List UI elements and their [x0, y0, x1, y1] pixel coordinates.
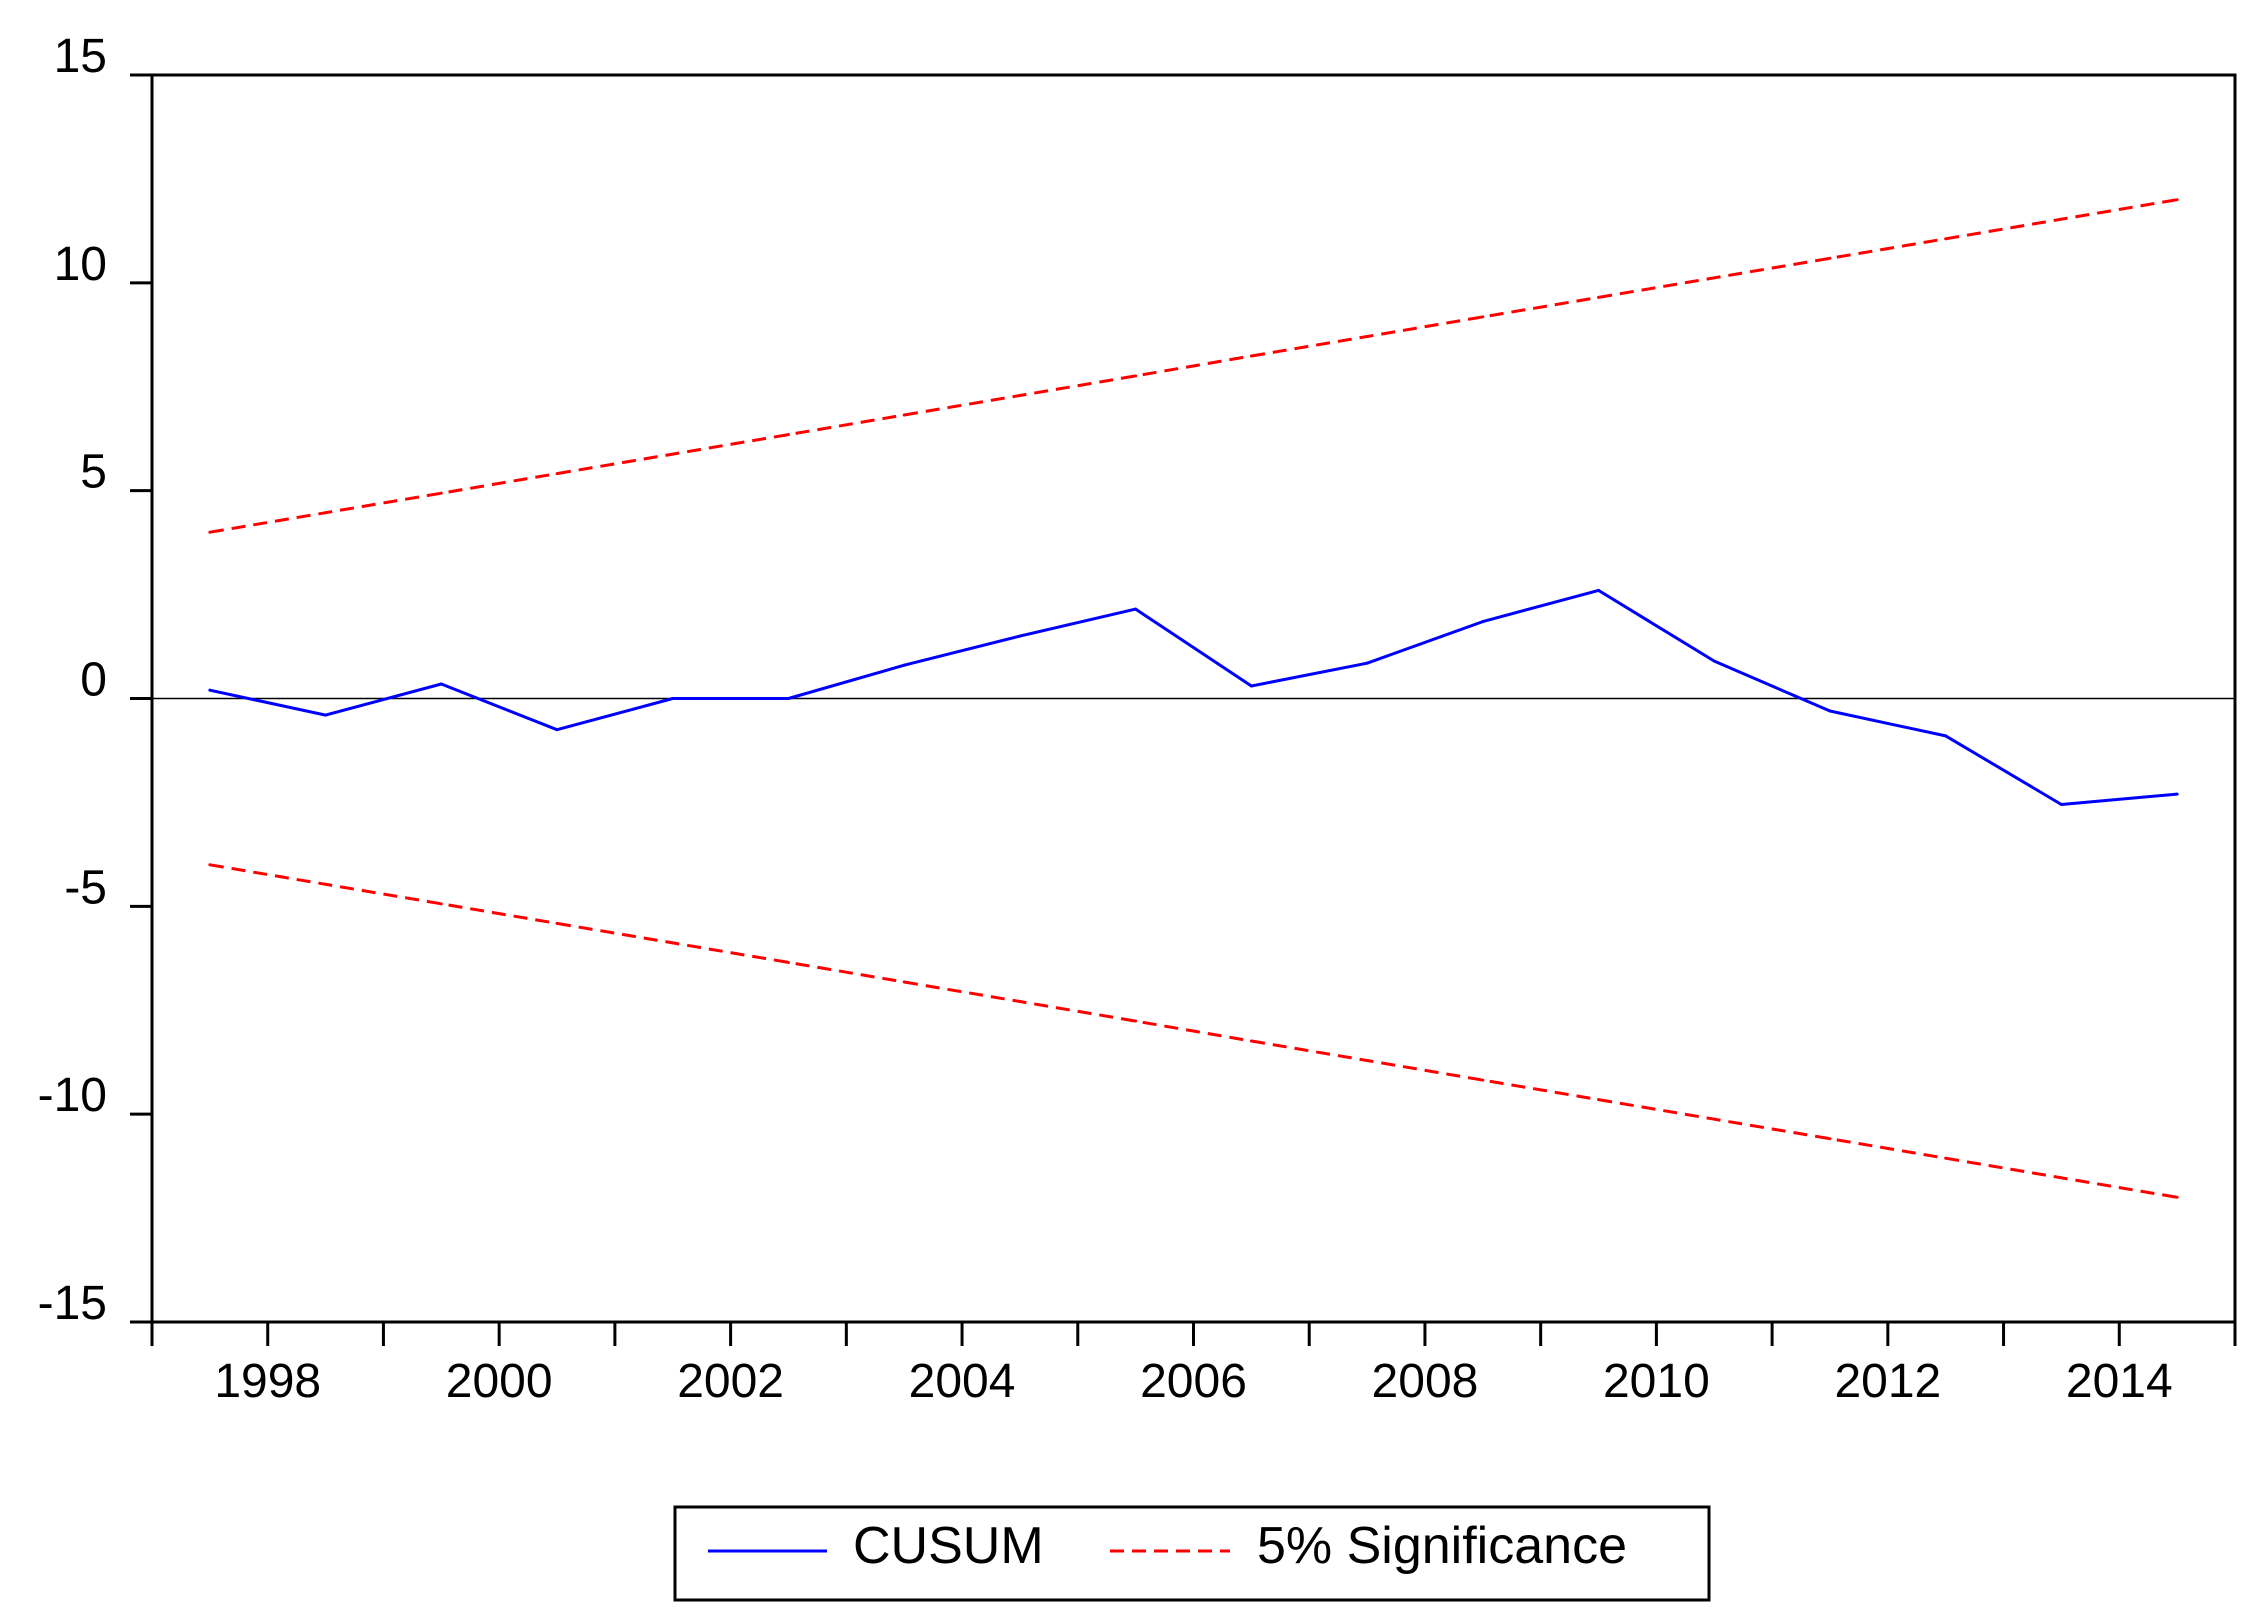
data-point: [1018, 393, 1022, 397]
data-point: [2175, 792, 2179, 796]
data-point: [1597, 1098, 1601, 1102]
data-point: [1249, 354, 1253, 358]
data-point: [1249, 1039, 1253, 1043]
data-point: [1712, 276, 1716, 280]
legend: CUSUM 5% Significance: [673, 1505, 1711, 1602]
data-point: [324, 713, 328, 717]
series-line-5-significance: [209, 198, 2178, 534]
data-point: [439, 682, 443, 686]
data-point: [1134, 1019, 1138, 1023]
data-point: [1365, 1059, 1369, 1063]
y-axis: 15 10 5 0 -5 -10 -15: [38, 30, 152, 1330]
x-axis: 1998 2000 2002 2004 2006 2008 2010 2012 2014: [150, 1322, 2237, 1408]
data-point: [439, 491, 443, 495]
x-tick-label: 2012: [1834, 1355, 1941, 1408]
data-point: [2175, 1195, 2179, 1199]
data-point: [324, 882, 328, 886]
data-point: [1481, 315, 1485, 319]
x-tick-label: 2004: [909, 1355, 1016, 1408]
data-point: [2059, 1176, 2063, 1180]
legend-label-cusum: CUSUM: [853, 1517, 1044, 1575]
data-point: [671, 697, 675, 700]
data-point: [1365, 661, 1369, 665]
legend-label-significance: 5% Significance: [1257, 1517, 1627, 1575]
data-point: [786, 697, 790, 700]
data-point: [208, 688, 212, 692]
legend-box: [673, 1505, 1711, 1602]
data-point: [324, 511, 328, 515]
data-point: [1597, 295, 1601, 299]
y-tick-label: 15: [54, 30, 107, 83]
data-point: [1365, 334, 1369, 338]
data-point: [1481, 620, 1485, 624]
y-tick-label: 0: [80, 654, 107, 707]
data-point: [902, 980, 906, 984]
x-tick-label: 2008: [1372, 1355, 1479, 1408]
data-point: [1828, 256, 1832, 260]
x-tick-label: 1998: [214, 1355, 321, 1408]
x-tick-label: 2014: [2066, 1355, 2173, 1408]
series-line-cusum: [209, 588, 2178, 806]
data-point: [902, 663, 906, 667]
x-tick-label: 2000: [446, 1355, 553, 1408]
data-point: [1944, 734, 1948, 738]
data-point: [1018, 1000, 1022, 1004]
data-point: [1944, 1156, 1948, 1160]
data-point: [1828, 709, 1832, 713]
data-point: [1134, 607, 1138, 611]
data-point: [786, 433, 790, 437]
data-point: [671, 941, 675, 945]
data-point: [2059, 217, 2063, 221]
data-point: [555, 472, 559, 476]
data-point: [671, 452, 675, 456]
data-point: [902, 413, 906, 417]
data-point: [1712, 1117, 1716, 1121]
data-point: [208, 863, 212, 867]
y-tick-label: -15: [38, 1277, 107, 1330]
y-tick-label: 5: [80, 446, 107, 499]
y-tick-label: -5: [64, 861, 107, 914]
x-tick-label: 2010: [1603, 1355, 1710, 1408]
data-point: [2175, 198, 2179, 202]
data-point: [2059, 802, 2063, 806]
data-point: [555, 728, 559, 732]
data-point: [1712, 659, 1716, 663]
series-layer: [208, 198, 2179, 1199]
data-point: [208, 530, 212, 534]
data-point: [439, 902, 443, 906]
data-point: [786, 960, 790, 964]
data-point: [1249, 684, 1253, 688]
data-point: [1481, 1078, 1485, 1082]
data-point: [1828, 1137, 1832, 1141]
data-point: [1134, 374, 1138, 378]
data-point: [1597, 588, 1601, 592]
y-tick-label: -10: [38, 1069, 107, 1122]
data-point: [1018, 634, 1022, 638]
data-point: [1944, 237, 1948, 241]
data-point: [555, 921, 559, 925]
series-line-lower-bound: [209, 863, 2178, 1199]
x-tick-label: 2006: [1140, 1355, 1247, 1408]
y-tick-label: 10: [54, 238, 107, 291]
x-tick-label: 2002: [677, 1355, 784, 1408]
